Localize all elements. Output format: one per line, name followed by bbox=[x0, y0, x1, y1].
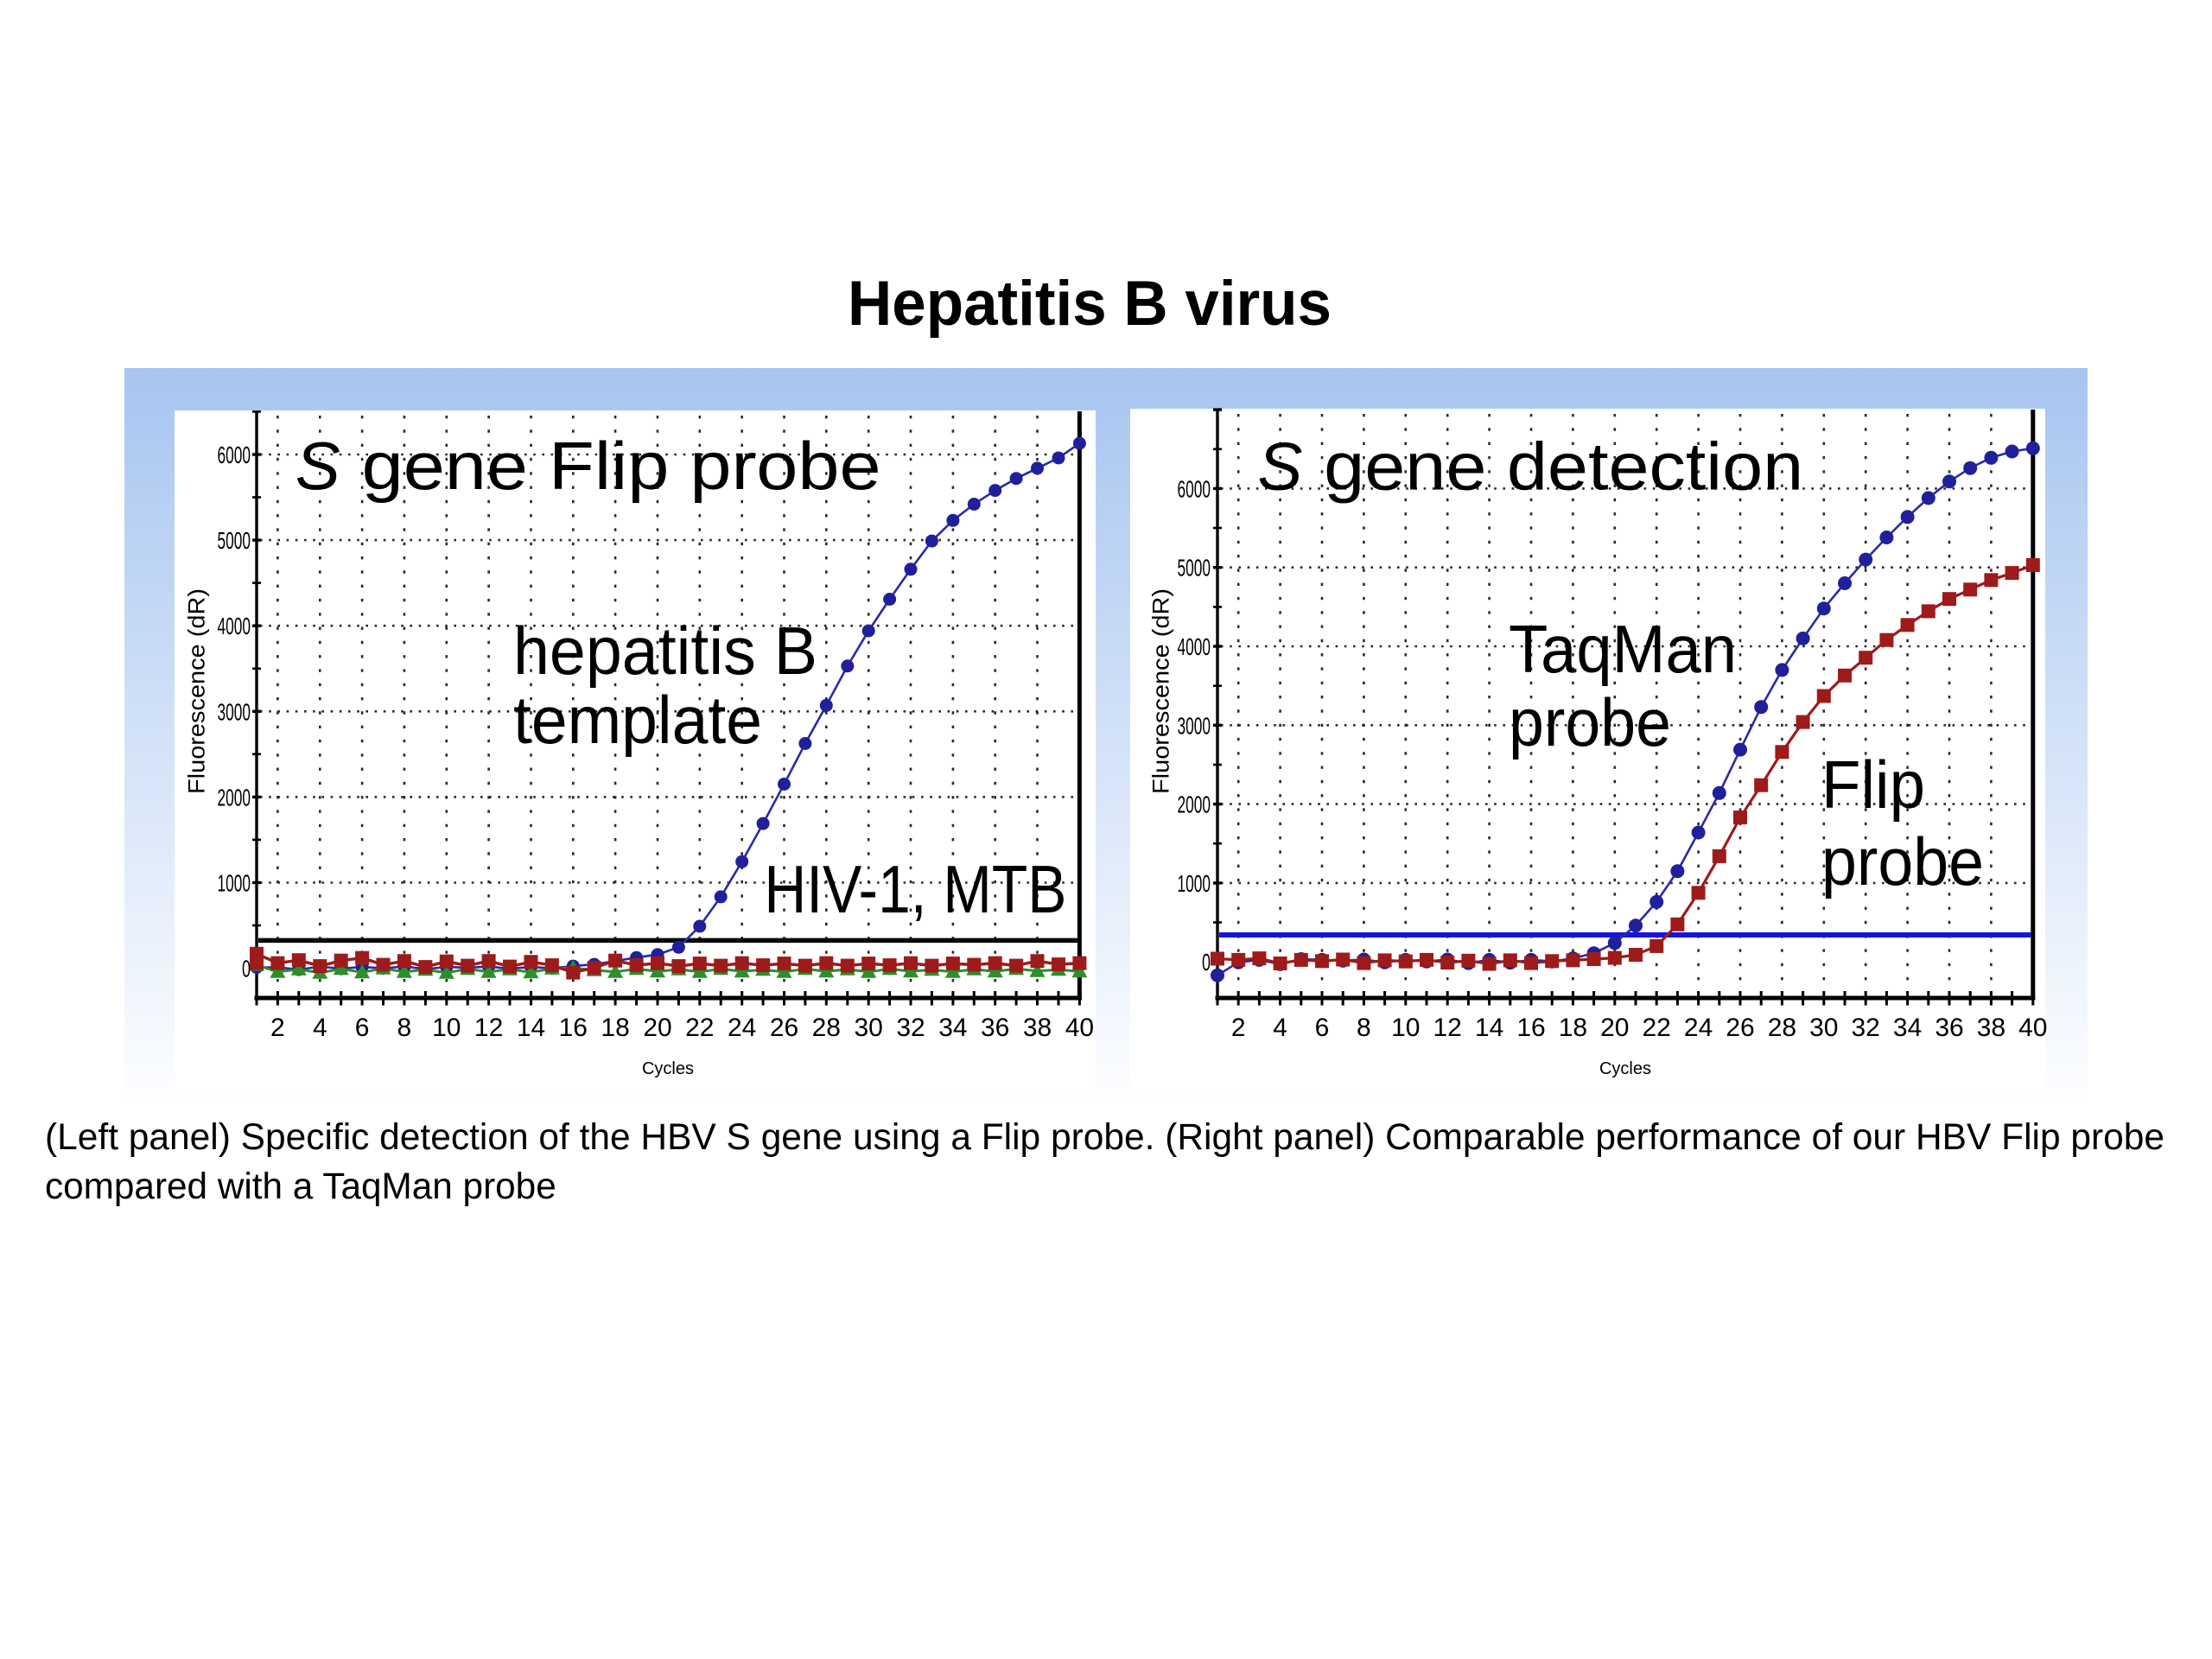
svg-text:Cycles: Cycles bbox=[642, 1059, 694, 1078]
svg-text:(Left panel) Specific detectio: (Left panel) Specific detection of the H… bbox=[45, 1116, 2164, 1157]
svg-text:30: 30 bbox=[1809, 1014, 1838, 1042]
svg-text:gene detection: gene detection bbox=[1324, 429, 1803, 505]
svg-text:38: 38 bbox=[1023, 1014, 1052, 1042]
svg-text:36: 36 bbox=[1935, 1014, 1963, 1042]
svg-text:4: 4 bbox=[313, 1014, 327, 1042]
svg-text:10: 10 bbox=[432, 1014, 461, 1042]
svg-text:28: 28 bbox=[812, 1014, 841, 1042]
svg-text:4000: 4000 bbox=[218, 613, 251, 639]
svg-text:8: 8 bbox=[397, 1014, 412, 1042]
svg-text:S: S bbox=[1257, 429, 1302, 505]
svg-text:5000: 5000 bbox=[1178, 555, 1211, 582]
svg-text:probe: probe bbox=[1821, 823, 1984, 899]
svg-text:S: S bbox=[296, 428, 340, 504]
svg-text:36: 36 bbox=[981, 1014, 1009, 1042]
svg-text:HIV-1, MTB: HIV-1, MTB bbox=[764, 851, 1066, 927]
svg-text:6: 6 bbox=[355, 1014, 370, 1042]
svg-text:3000: 3000 bbox=[1178, 712, 1211, 739]
svg-text:4: 4 bbox=[1273, 1014, 1287, 1042]
svg-text:20: 20 bbox=[643, 1014, 671, 1042]
svg-text:18: 18 bbox=[1559, 1014, 1587, 1042]
svg-text:32: 32 bbox=[896, 1014, 925, 1042]
svg-text:26: 26 bbox=[770, 1014, 798, 1042]
svg-text:Fluorescence (dR): Fluorescence (dR) bbox=[1148, 588, 1174, 794]
svg-text:4000: 4000 bbox=[1178, 633, 1211, 660]
svg-text:20: 20 bbox=[1600, 1014, 1629, 1042]
svg-text:Cycles: Cycles bbox=[1599, 1059, 1651, 1078]
svg-text:compared with a TaqMan probe: compared with a TaqMan probe bbox=[45, 1166, 556, 1206]
svg-text:14: 14 bbox=[517, 1014, 545, 1042]
svg-text:28: 28 bbox=[1768, 1014, 1796, 1042]
svg-text:0: 0 bbox=[242, 956, 251, 982]
svg-text:14: 14 bbox=[1475, 1014, 1503, 1042]
svg-text:6000: 6000 bbox=[1178, 475, 1211, 502]
svg-text:30: 30 bbox=[855, 1014, 883, 1042]
svg-text:12: 12 bbox=[1433, 1014, 1462, 1042]
svg-text:template: template bbox=[513, 682, 762, 758]
svg-text:18: 18 bbox=[601, 1014, 629, 1042]
svg-text:26: 26 bbox=[1726, 1014, 1754, 1042]
svg-text:hepatitis B: hepatitis B bbox=[513, 613, 817, 689]
svg-text:24: 24 bbox=[728, 1014, 756, 1042]
svg-text:Hepatitis B virus: Hepatitis B virus bbox=[848, 269, 1332, 339]
svg-text:34: 34 bbox=[938, 1014, 967, 1042]
svg-text:Flip: Flip bbox=[1821, 747, 1925, 823]
svg-text:10: 10 bbox=[1391, 1014, 1420, 1042]
svg-text:1000: 1000 bbox=[218, 870, 251, 897]
svg-text:40: 40 bbox=[1065, 1014, 1094, 1042]
svg-text:2000: 2000 bbox=[1178, 791, 1211, 818]
svg-text:1000: 1000 bbox=[1178, 870, 1211, 897]
svg-text:3000: 3000 bbox=[218, 698, 251, 725]
svg-text:Fluorescence (dR): Fluorescence (dR) bbox=[184, 588, 210, 794]
svg-text:40: 40 bbox=[2018, 1014, 2047, 1042]
svg-text:TaqMan: TaqMan bbox=[1509, 611, 1737, 687]
svg-text:2000: 2000 bbox=[218, 784, 251, 810]
svg-text:24: 24 bbox=[1684, 1014, 1713, 1042]
svg-text:2: 2 bbox=[1231, 1014, 1246, 1042]
svg-text:2: 2 bbox=[270, 1014, 285, 1042]
svg-text:8: 8 bbox=[1357, 1014, 1371, 1042]
svg-text:probe: probe bbox=[1509, 684, 1671, 760]
svg-text:34: 34 bbox=[1893, 1014, 1922, 1042]
svg-text:12: 12 bbox=[474, 1014, 503, 1042]
svg-text:5000: 5000 bbox=[218, 527, 251, 554]
svg-text:16: 16 bbox=[559, 1014, 588, 1042]
svg-text:32: 32 bbox=[1852, 1014, 1880, 1042]
svg-text:0: 0 bbox=[1202, 949, 1211, 976]
svg-text:6: 6 bbox=[1315, 1014, 1330, 1042]
svg-text:22: 22 bbox=[1643, 1014, 1671, 1042]
svg-text:38: 38 bbox=[1977, 1014, 2005, 1042]
svg-text:gene Flip probe: gene Flip probe bbox=[362, 428, 881, 504]
svg-text:22: 22 bbox=[685, 1014, 714, 1042]
svg-text:6000: 6000 bbox=[218, 442, 251, 468]
svg-text:16: 16 bbox=[1516, 1014, 1545, 1042]
